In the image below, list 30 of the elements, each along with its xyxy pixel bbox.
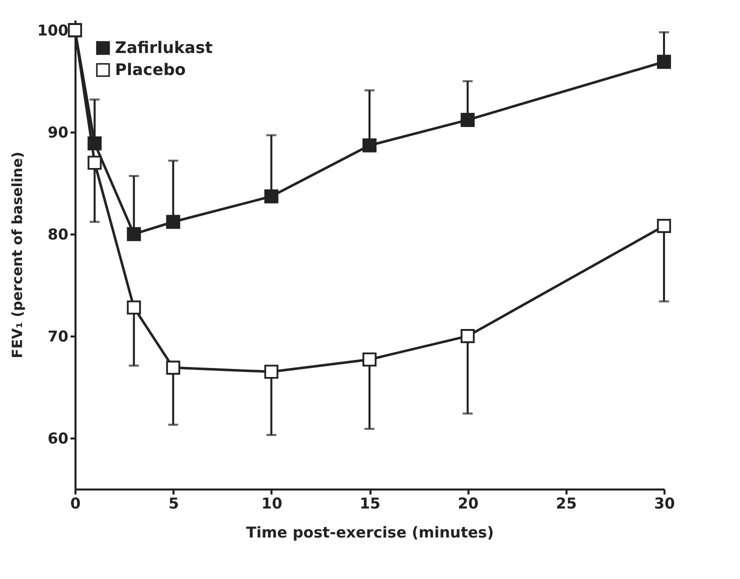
point xyxy=(460,329,475,344)
point xyxy=(166,214,180,229)
point xyxy=(264,189,278,204)
x-tick-label: 15 xyxy=(360,494,380,512)
point xyxy=(656,218,672,233)
x-axis-title: Time post-exercise (minutes) xyxy=(246,524,494,542)
point xyxy=(362,138,377,152)
legend-label: Zafirlukast xyxy=(115,38,213,57)
point xyxy=(460,112,475,127)
x-tick-label: 20 xyxy=(458,494,479,512)
y-tick-label: 60 xyxy=(48,430,68,448)
x-tick-label: 5 xyxy=(168,494,179,512)
point xyxy=(362,352,377,367)
x-tick-label: 10 xyxy=(261,494,282,512)
point xyxy=(126,227,141,242)
point xyxy=(166,360,180,375)
point xyxy=(88,156,102,170)
x-tick-label: 25 xyxy=(556,494,577,512)
point xyxy=(88,136,102,150)
y-tick-label: 70 xyxy=(48,328,68,346)
x-tick-label: 30 xyxy=(654,494,675,512)
legend-label: Placebo xyxy=(115,60,186,79)
y-tick-label: 90 xyxy=(48,124,68,142)
point xyxy=(264,364,278,379)
point xyxy=(126,300,141,315)
y-axis-title: FEV₁ (percent of baseline) xyxy=(10,152,26,358)
y-tick-label: 80 xyxy=(48,226,68,244)
point xyxy=(656,54,672,69)
x-tick-label: 0 xyxy=(70,494,81,512)
y-tick-label: 100 xyxy=(37,22,68,40)
